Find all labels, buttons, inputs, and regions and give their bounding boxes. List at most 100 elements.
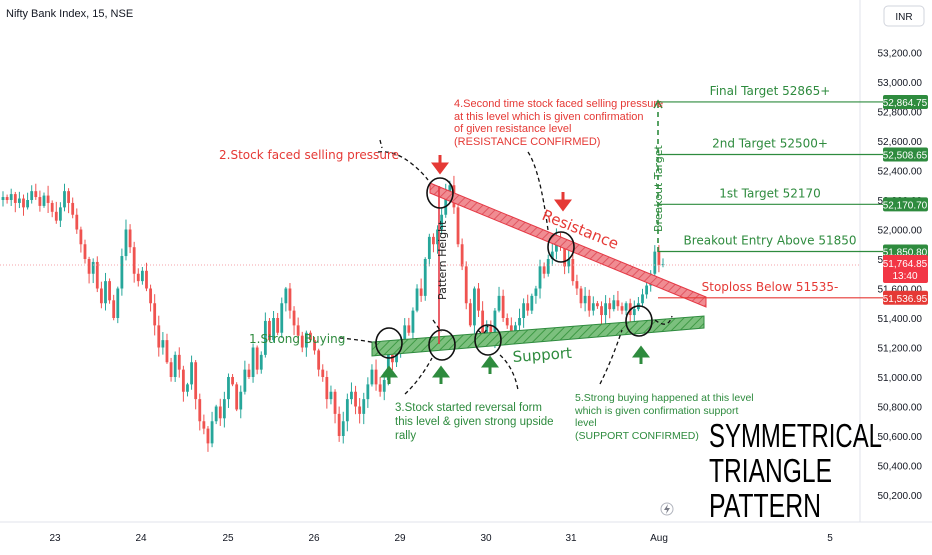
candle-body: [95, 261, 99, 289]
candle-body: [243, 369, 247, 392]
level-price-tag: [883, 94, 928, 109]
candle-body: [464, 266, 468, 304]
x-tick-label: 24: [135, 533, 147, 544]
candle-body: [358, 406, 362, 414]
candle-body: [632, 309, 636, 316]
svg-text:4.Second time stock faced sell: 4.Second time stock faced selling pressu…: [454, 98, 663, 110]
candle-body: [382, 379, 386, 392]
candle-body: [616, 300, 620, 307]
candle-body: [30, 191, 34, 200]
svg-text:at this level which is given c: at this level which is given confirmatio…: [454, 111, 644, 123]
y-tick-label: 53,000.00: [878, 78, 923, 89]
candle-body: [259, 354, 263, 370]
candle-body: [600, 306, 603, 316]
candle-body: [354, 391, 357, 407]
candle-body: [612, 300, 616, 310]
candle-body: [120, 256, 124, 289]
candle-body: [587, 295, 591, 311]
circle-support-confirmed: [625, 305, 653, 337]
candle-body: [173, 354, 177, 377]
candle-body: [571, 259, 575, 282]
candle-body: [186, 384, 189, 392]
candle-body: [509, 325, 513, 336]
candle-body: [591, 303, 595, 311]
svg-text:rally: rally: [395, 430, 416, 442]
candle-body: [653, 251, 657, 274]
candle-body: [309, 332, 312, 341]
annotation-strong-buying: 1.Strong Buying: [249, 332, 345, 346]
candle-body: [42, 195, 46, 206]
y-tick-label: 52,600.00: [878, 137, 923, 148]
red-arrows: [431, 155, 572, 212]
x-tick-label: 30: [480, 533, 492, 544]
y-tick-label: 50,600.00: [878, 432, 923, 443]
candle-body: [304, 332, 308, 348]
candle-body: [522, 303, 526, 318]
candle-body: [317, 350, 321, 370]
currency-button[interactable]: [883, 5, 925, 27]
annotation-reversal: 3.Stock started reversal form this level…: [395, 402, 554, 442]
candle-body: [436, 229, 439, 245]
candle-body: [26, 200, 29, 208]
candle-body: [468, 303, 472, 326]
candle-body: [481, 310, 485, 333]
candle-body: [341, 421, 345, 436]
candle-body: [9, 194, 13, 200]
annotation-resistance-confirmed: 4.Second time stock faced selling pressu…: [454, 98, 663, 148]
candle-body: [235, 384, 239, 410]
candle-body: [333, 391, 337, 414]
candle-body: [624, 303, 628, 311]
candle-body: [34, 191, 38, 198]
current-price-tag: [883, 255, 928, 283]
candle-body: [272, 318, 275, 341]
candle-body: [415, 288, 419, 311]
candle-body: [263, 320, 267, 355]
candle-body: [403, 325, 407, 341]
candle-body: [268, 320, 271, 341]
candle-body: [583, 295, 587, 304]
candle-body: [87, 259, 91, 274]
level-price-value: 52,170.70: [883, 200, 928, 211]
candle-body: [91, 261, 95, 274]
candle-body: [284, 288, 288, 304]
pattern-title: SYMMETRICAL TRIANGLE PATTERN: [709, 417, 882, 524]
candle-body: [579, 288, 583, 304]
candle-body: [350, 391, 353, 400]
y-tick-label: 53,200.00: [878, 49, 923, 60]
pattern-height-label: Pattern Height: [436, 220, 449, 300]
candle-body: [214, 406, 218, 422]
circle-reversal: [428, 329, 456, 361]
level-label: Stoploss Below 51535-: [702, 280, 839, 294]
candle-body: [563, 244, 567, 267]
candle-body: [546, 259, 550, 274]
x-tick-label: Aug: [650, 533, 668, 544]
candle-body: [145, 270, 148, 289]
candle-body: [157, 325, 161, 348]
candle-body: [128, 229, 132, 248]
candle-body: [542, 266, 546, 274]
candle-body: [153, 303, 157, 326]
x-tick-label: 23: [49, 533, 61, 544]
candle-body: [231, 377, 234, 385]
candle-body: [378, 384, 382, 392]
candle-body: [288, 288, 292, 311]
candle-body: [206, 428, 210, 444]
candle-body: [485, 325, 489, 333]
candle-body: [222, 399, 226, 419]
candle-body: [391, 354, 394, 363]
candle-body: [432, 236, 435, 245]
currency-label: INR: [895, 12, 912, 23]
svg-text:this level & given strong upsi: this level & given strong upside: [395, 416, 554, 428]
candle-body: [407, 325, 411, 333]
green-arrows: [380, 345, 650, 384]
candle-body: [300, 335, 304, 348]
y-tick-label: 50,800.00: [878, 403, 923, 414]
candle-body: [505, 318, 509, 326]
current-price-value: 51,764.85: [883, 259, 928, 270]
candle-body: [645, 285, 649, 295]
svg-text:TRIANGLE: TRIANGLE: [709, 452, 832, 489]
candle-body: [5, 197, 9, 200]
candle-body: [518, 318, 521, 326]
